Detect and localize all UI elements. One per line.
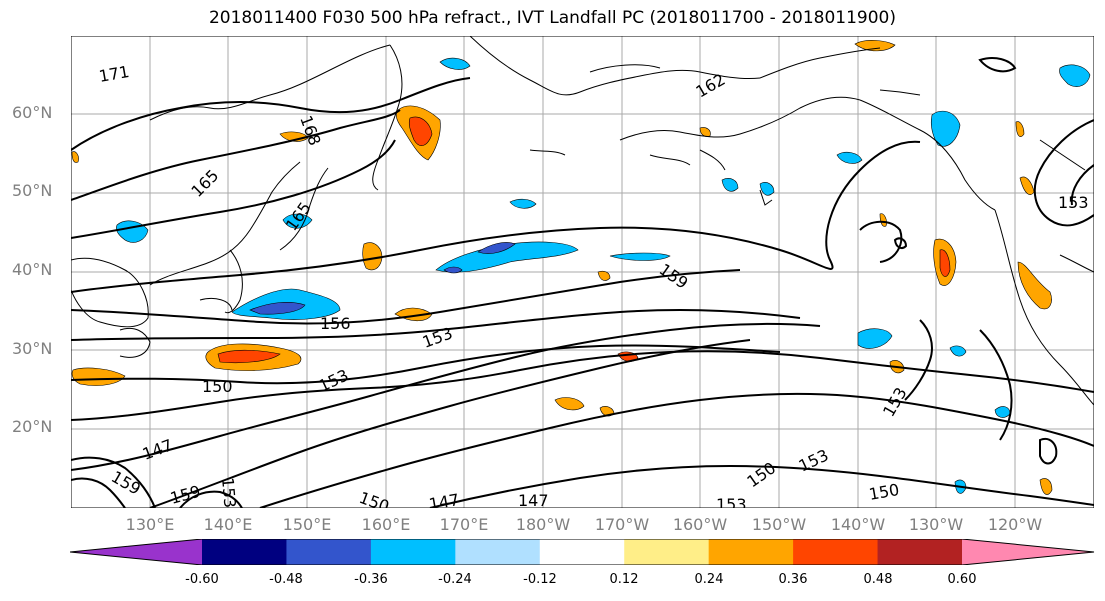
colorbar-segment <box>708 539 794 565</box>
colorbar-tick-label: 0.60 <box>947 572 977 587</box>
lon-label-170e: 170°E <box>439 515 489 534</box>
lat-label-50n: 50°N <box>12 181 53 200</box>
colorbar-tick-label: -0.24 <box>438 572 472 587</box>
colorbar-tick-label: -0.60 <box>185 572 219 587</box>
lat-label-60n: 60°N <box>12 103 53 122</box>
colorbar-tick-label: 0.12 <box>609 572 639 587</box>
colorbar-tick-label: 0.36 <box>778 572 808 587</box>
lat-label-20n: 20°N <box>12 417 53 436</box>
lon-label-170w: 170°W <box>594 515 650 534</box>
contour-label: 156 <box>320 314 351 333</box>
colorbar-tick-label: -0.12 <box>523 572 557 587</box>
contour-label: 150 <box>202 377 233 396</box>
negative-shading <box>116 57 1091 494</box>
colorbar-segment <box>202 539 287 565</box>
coastlines <box>71 36 1094 406</box>
lat-label-30n: 30°N <box>12 339 53 358</box>
colorbar-outline <box>70 539 1095 565</box>
lon-label-150e: 150°E <box>282 515 332 534</box>
colorbar-segment <box>539 539 625 565</box>
contour-label: 153 <box>1058 193 1089 212</box>
contour-label: 153 <box>716 495 747 508</box>
lon-label-160e: 160°E <box>361 515 411 534</box>
colorbar-extend-max <box>962 539 1094 565</box>
colorbar-segment <box>877 539 963 565</box>
lon-label-130e: 130°E <box>125 515 175 534</box>
lon-label-140w: 140°W <box>830 515 886 534</box>
colorbar-segment <box>455 539 541 565</box>
colorbar-tick-label: -0.48 <box>269 572 303 587</box>
colorbar-segment <box>370 539 456 565</box>
colorbar-tick-label: 0.48 <box>863 572 893 587</box>
contour-label: 147 <box>518 491 549 508</box>
map-panel: 171 168 162 165 165 159 156 153 150 153 … <box>71 36 1094 508</box>
lon-label-130w: 130°W <box>908 515 964 534</box>
colorbar-segment <box>286 539 372 565</box>
contour-label: 147 <box>427 490 460 508</box>
colorbar-segment <box>793 539 879 565</box>
lon-label-140e: 140°E <box>203 515 253 534</box>
colorbar-segment <box>624 539 710 565</box>
positive-shading <box>71 40 1053 495</box>
lat-label-40n: 40°N <box>12 260 53 279</box>
contour-label: 153 <box>218 477 240 508</box>
lon-label-160w: 160°W <box>672 515 728 534</box>
colorbar-tick-label: -0.36 <box>354 572 388 587</box>
colorbar <box>70 539 1095 565</box>
lon-label-150w: 150°W <box>751 515 807 534</box>
colorbar-extend-min <box>70 539 202 565</box>
lon-label-180w: 180°W <box>515 515 571 534</box>
height-contours <box>71 57 1094 508</box>
lon-label-120w: 120°W <box>987 515 1043 534</box>
map-title: 2018011400 F030 500 hPa refract., IVT La… <box>208 8 896 28</box>
colorbar-tick-label: 0.24 <box>694 572 724 587</box>
